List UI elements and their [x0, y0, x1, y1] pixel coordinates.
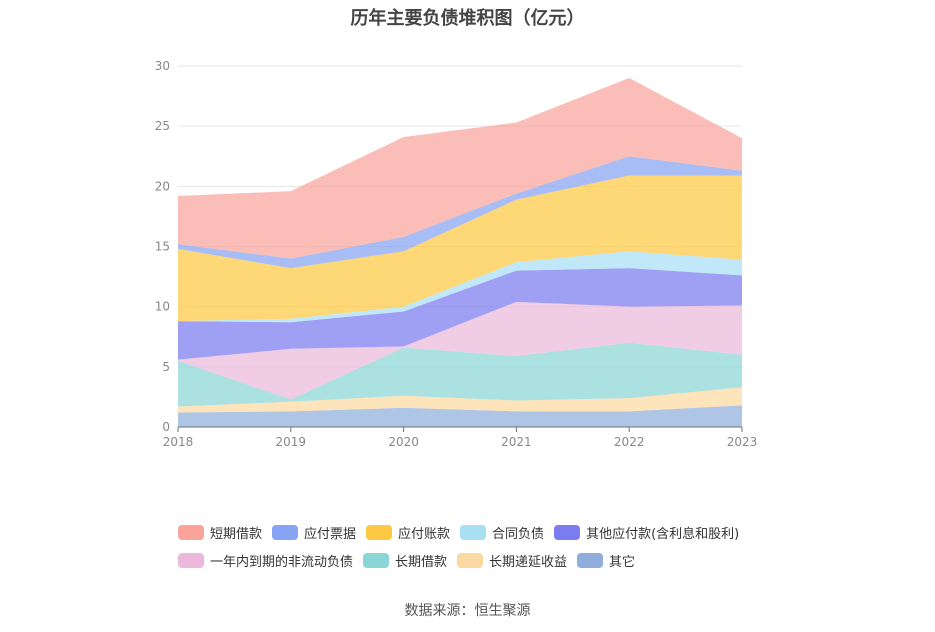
- stacked-area-chart: 0 5 10 15 20 25 30 2018 2019 2020 2021 2022 2023: [155, 59, 758, 449]
- y-tick-label: 25: [155, 119, 170, 133]
- legend-item[interactable]: 长期递延收益: [457, 551, 567, 570]
- legend-label: 合同负债: [492, 526, 545, 542]
- legend-label: 长期递延收益: [489, 554, 568, 570]
- legend-swatch: [272, 524, 299, 540]
- y-tick-label: 0: [162, 420, 170, 434]
- y-tick-label: 30: [155, 59, 170, 73]
- legend-item[interactable]: 一年内到期的非流动负债: [178, 551, 353, 570]
- x-tick-label: 2021: [501, 435, 532, 449]
- legend-label: 一年内到期的非流动负债: [210, 554, 354, 570]
- legend-item[interactable]: 合同负债: [460, 523, 544, 542]
- area-series-2: [178, 342, 742, 407]
- area-series-6: [178, 175, 742, 322]
- legend-label: 应付账款: [398, 526, 451, 542]
- source-note: 数据来源：恒生聚源: [404, 603, 531, 619]
- legend-swatch: [363, 552, 390, 568]
- legend-swatch: [554, 524, 581, 540]
- legend-label: 其他应付款(含利息和股利): [586, 526, 740, 542]
- legend: 短期借款 应付票据 应付账款 合同负债 其他应付款(含利息和股利) 一年内到期的非流动负债…: [178, 518, 798, 574]
- x-tick-label: 2018: [163, 435, 194, 449]
- y-tick-label: 20: [155, 179, 170, 193]
- legend-row: 一年内到期的非流动负债 长期借款 长期递延收益 其它: [178, 546, 798, 574]
- chart-title: 历年主要负债堆积图（亿元）: [350, 8, 585, 29]
- legend-swatch: [178, 552, 204, 568]
- x-tick-label: 2019: [276, 435, 307, 449]
- legend-item[interactable]: 其他应付款(含利息和股利): [554, 523, 739, 542]
- legend-item[interactable]: 应付账款: [366, 523, 450, 542]
- legend-swatch: [577, 552, 604, 568]
- y-tick-label: 10: [155, 300, 170, 314]
- legend-label: 短期借款: [210, 526, 263, 542]
- legend-swatch: [460, 524, 487, 540]
- legend-swatch: [178, 524, 204, 540]
- legend-item[interactable]: 长期借款: [363, 551, 447, 570]
- x-tick-label: 2022: [614, 435, 645, 449]
- legend-item[interactable]: 其它: [577, 551, 635, 570]
- y-tick-label: 5: [162, 360, 170, 374]
- x-tick-label: 2023: [727, 435, 758, 449]
- area-series: [178, 78, 742, 427]
- legend-label: 应付票据: [304, 526, 357, 542]
- axes: 0 5 10 15 20 25 30 2018 2019 2020 2021 2022 2023: [155, 59, 758, 449]
- y-tick-label: 15: [155, 240, 170, 254]
- legend-label: 长期借款: [395, 554, 448, 570]
- area-series-0: [178, 405, 742, 427]
- legend-label: 其它: [609, 554, 636, 570]
- area-series-8: [178, 78, 742, 259]
- legend-item[interactable]: 应付票据: [272, 523, 356, 542]
- area-series-7: [178, 156, 742, 269]
- legend-swatch: [457, 552, 484, 568]
- area-series-5: [178, 251, 742, 323]
- x-tick-label: 2020: [388, 435, 419, 449]
- legend-row: 短期借款 应付票据 应付账款 合同负债 其他应付款(含利息和股利): [178, 518, 798, 546]
- area-series-4: [178, 268, 742, 360]
- area-series-3: [178, 301, 742, 400]
- legend-item[interactable]: 短期借款: [178, 523, 262, 542]
- legend-swatch: [366, 524, 393, 540]
- area-series-1: [178, 387, 742, 413]
